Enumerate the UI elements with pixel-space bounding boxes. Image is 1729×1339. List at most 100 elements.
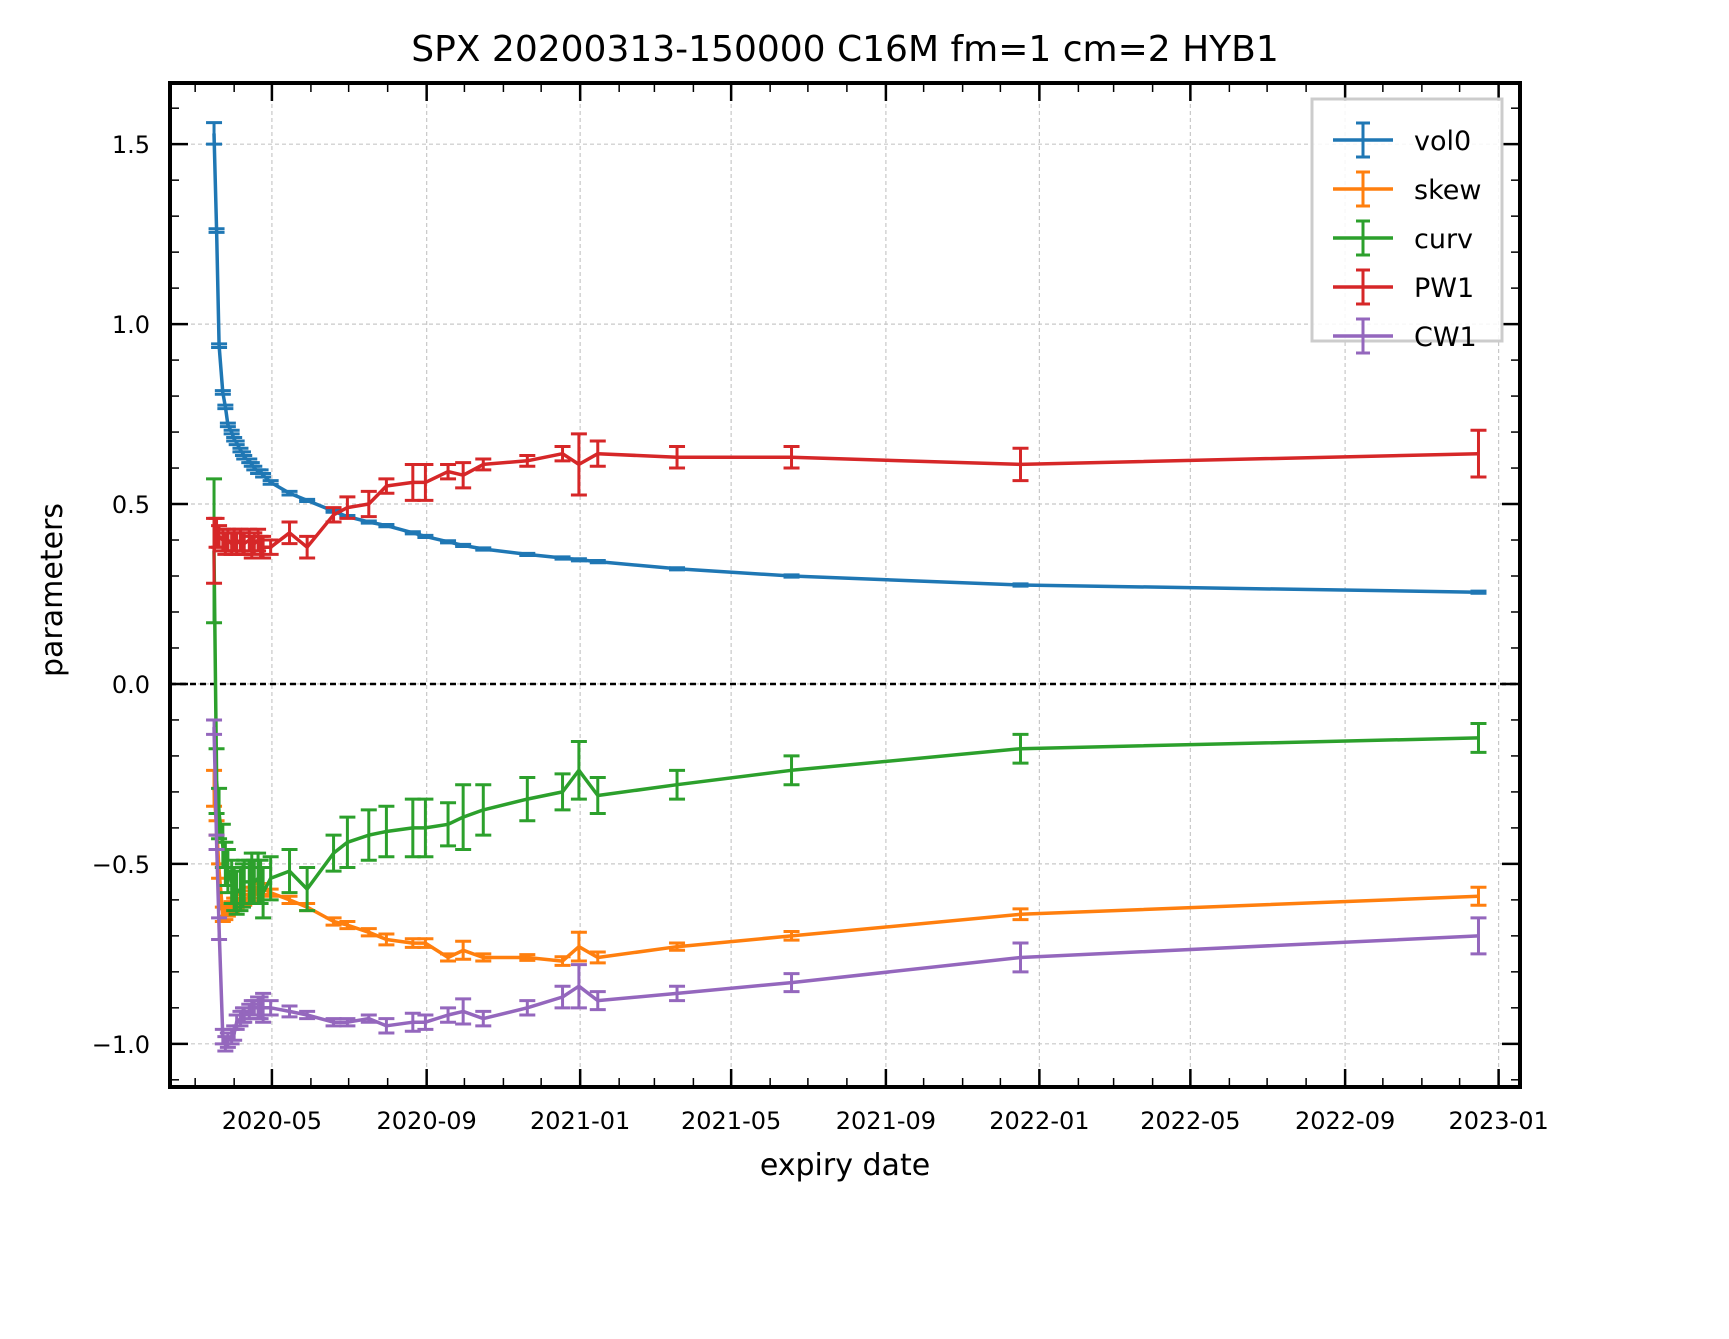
- x-tick-labels: 2020-05 2020-09 2021-01 2021-05 2021-09 2022-…: [222, 1107, 1549, 1135]
- series-vol0: [206, 121, 1487, 595]
- y-tick-label: −1.0: [92, 1031, 150, 1059]
- series-line-skew: [212, 788, 1479, 963]
- error-bar: [570, 740, 587, 801]
- y-tick-labels: 1.5 1.0 0.5 0.0 −0.5 −1.0: [92, 131, 150, 1059]
- error-bar: [228, 439, 245, 447]
- error-bar: [214, 389, 231, 396]
- error-bar: [589, 990, 606, 1012]
- error-bar: [417, 533, 434, 539]
- error-bar: [252, 995, 269, 1021]
- error-bar: [475, 952, 492, 963]
- error-bar: [417, 797, 434, 859]
- error-bar: [475, 1009, 492, 1028]
- series-line-CW1: [212, 727, 1479, 1046]
- error-bar: [455, 542, 472, 548]
- legend-item-skew: skew: [1333, 170, 1481, 208]
- x-tick-label: 2022-09: [1295, 1107, 1395, 1135]
- error-bar: [281, 520, 298, 546]
- error-bar: [475, 783, 492, 837]
- error-bar: [589, 950, 606, 965]
- legend-label: CW1: [1414, 322, 1477, 353]
- x-tick-label: 2021-09: [836, 1107, 936, 1135]
- error-bar: [211, 342, 228, 349]
- error-bar: [378, 932, 395, 947]
- error-bar: [206, 718, 223, 736]
- legend-label: PW1: [1414, 273, 1474, 304]
- y-tick-label: 0.5: [112, 491, 150, 519]
- error-bar: [1470, 589, 1487, 595]
- y-tick-label: 1.5: [112, 131, 150, 159]
- y-tick-label: 1.0: [112, 311, 150, 339]
- error-bar: [455, 997, 472, 1026]
- error-bar: [519, 551, 536, 557]
- error-bar: [1012, 907, 1029, 922]
- series-layer: [206, 121, 1487, 1053]
- error-bar: [223, 428, 240, 436]
- plot-frame: [168, 81, 1522, 1089]
- error-bar: [440, 462, 457, 481]
- legend-label: curv: [1414, 224, 1473, 255]
- chart-title: SPX 20200313-150000 C16M fm=1 cm=2 HYB1: [411, 29, 1279, 70]
- error-bar: [417, 462, 434, 502]
- error-bar: [1012, 941, 1029, 974]
- error-bar: [219, 421, 236, 429]
- error-bar: [475, 546, 492, 552]
- error-bar: [339, 495, 356, 520]
- x-tick-label: 2023-01: [1448, 1107, 1548, 1135]
- error-bar: [339, 919, 356, 931]
- error-bar: [519, 999, 536, 1017]
- legend-item-PW1: PW1: [1333, 268, 1474, 306]
- error-bar: [360, 927, 377, 938]
- error-bar: [554, 555, 571, 561]
- error-bar: [208, 227, 225, 234]
- error-bar: [325, 916, 342, 927]
- y-tick-label: −0.5: [92, 851, 150, 879]
- error-bar: [475, 457, 492, 472]
- series-line-vol0: [212, 133, 1479, 594]
- legend-item-curv: curv: [1333, 219, 1473, 257]
- error-bar: [217, 403, 234, 411]
- error-bar: [281, 894, 298, 905]
- error-bar: [440, 801, 457, 848]
- error-bar: [669, 444, 686, 470]
- x-tick-label: 2022-05: [1140, 1107, 1240, 1135]
- series-line-PW1: [212, 451, 1479, 552]
- error-bar: [440, 952, 457, 963]
- error-bar: [669, 984, 686, 1003]
- series-CW1: [206, 718, 1487, 1053]
- error-bar: [262, 538, 279, 556]
- error-bar: [360, 519, 377, 525]
- error-bar: [417, 937, 434, 949]
- error-bar: [1012, 582, 1029, 588]
- error-bar: [440, 539, 457, 545]
- y-axis-label: parameters: [35, 503, 70, 677]
- error-bar: [299, 1009, 316, 1021]
- x-tick-label: 2020-09: [377, 1107, 477, 1135]
- error-bar: [570, 432, 587, 497]
- error-bar: [211, 916, 228, 941]
- error-bar: [669, 566, 686, 572]
- y-tick-label: 0.0: [112, 671, 150, 699]
- legend-label: vol0: [1414, 126, 1471, 157]
- x-axis-label: expiry date: [760, 1148, 930, 1183]
- series-line-curv: [212, 550, 1479, 895]
- error-bar: [1470, 885, 1487, 907]
- error-bar: [404, 1011, 421, 1033]
- x-tick-label: 2021-01: [530, 1107, 630, 1135]
- error-bar: [417, 1013, 434, 1031]
- error-bar: [360, 808, 377, 862]
- legend: vol0 skew curv PW1 CW1: [1310, 97, 1504, 355]
- error-bar: [669, 941, 686, 952]
- error-bar: [455, 939, 472, 961]
- legend-item-vol0: vol0: [1333, 121, 1471, 159]
- legend-item-CW1: CW1: [1333, 317, 1477, 355]
- error-bar: [570, 557, 587, 563]
- error-bar: [325, 506, 342, 524]
- error-bar: [281, 489, 298, 497]
- error-bar: [262, 479, 279, 486]
- error-bar: [255, 991, 272, 1024]
- error-bar: [570, 930, 587, 963]
- error-bar: [208, 833, 225, 851]
- error-bar: [570, 963, 587, 1010]
- error-bar: [519, 953, 536, 962]
